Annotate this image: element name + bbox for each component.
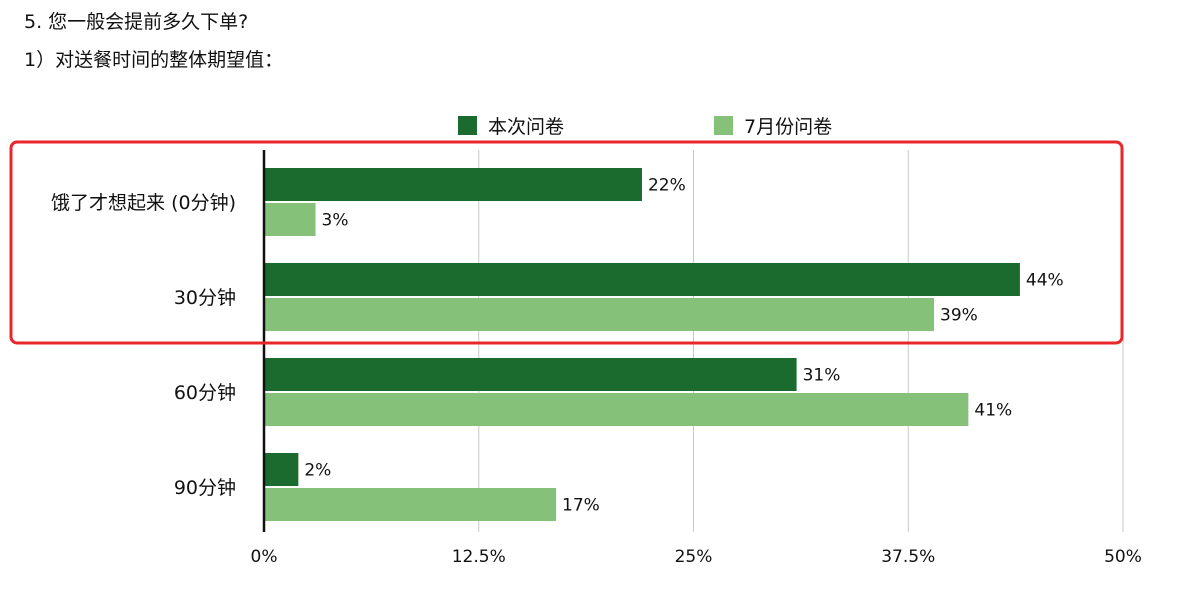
bar-value-label: 44% xyxy=(1026,271,1064,291)
bar-july xyxy=(264,298,935,331)
x-tick-label: 50% xyxy=(1104,547,1142,567)
category-label: 饿了才想起来 (0分钟) xyxy=(51,192,236,214)
highlight-box xyxy=(9,140,1124,345)
question-subtitle: 1）对送餐时间的整体期望值： xyxy=(24,49,284,71)
question-title: 5. 您一般会提前多久下单? xyxy=(24,11,249,33)
bar-value-label: 17% xyxy=(562,496,600,516)
x-tick-label: 37.5% xyxy=(881,547,935,567)
bar-current xyxy=(264,263,1020,296)
bar-current xyxy=(264,453,299,486)
bar-current xyxy=(264,168,642,201)
bar-value-label: 41% xyxy=(974,401,1012,421)
legend-label: 7月份问卷 xyxy=(744,116,832,138)
legend-label: 本次问卷 xyxy=(488,116,564,138)
bar-july xyxy=(264,488,557,521)
bar-value-label: 31% xyxy=(803,366,841,386)
x-tick-label: 25% xyxy=(675,547,713,567)
bar-current xyxy=(264,358,797,391)
legend-swatch xyxy=(458,116,477,135)
category-label: 90分钟 xyxy=(174,477,236,499)
category-label: 60分钟 xyxy=(174,382,236,404)
x-tick-label: 0% xyxy=(251,547,278,567)
bar-july xyxy=(264,393,969,426)
x-tick-label: 12.5% xyxy=(452,547,506,567)
bar-value-label: 2% xyxy=(304,461,331,481)
bar-value-label: 39% xyxy=(940,306,978,326)
category-label: 30分钟 xyxy=(174,287,236,309)
legend-swatch xyxy=(714,116,733,135)
bar-value-label: 3% xyxy=(322,211,349,231)
bar-value-label: 22% xyxy=(648,176,686,196)
bar-july xyxy=(264,203,316,236)
